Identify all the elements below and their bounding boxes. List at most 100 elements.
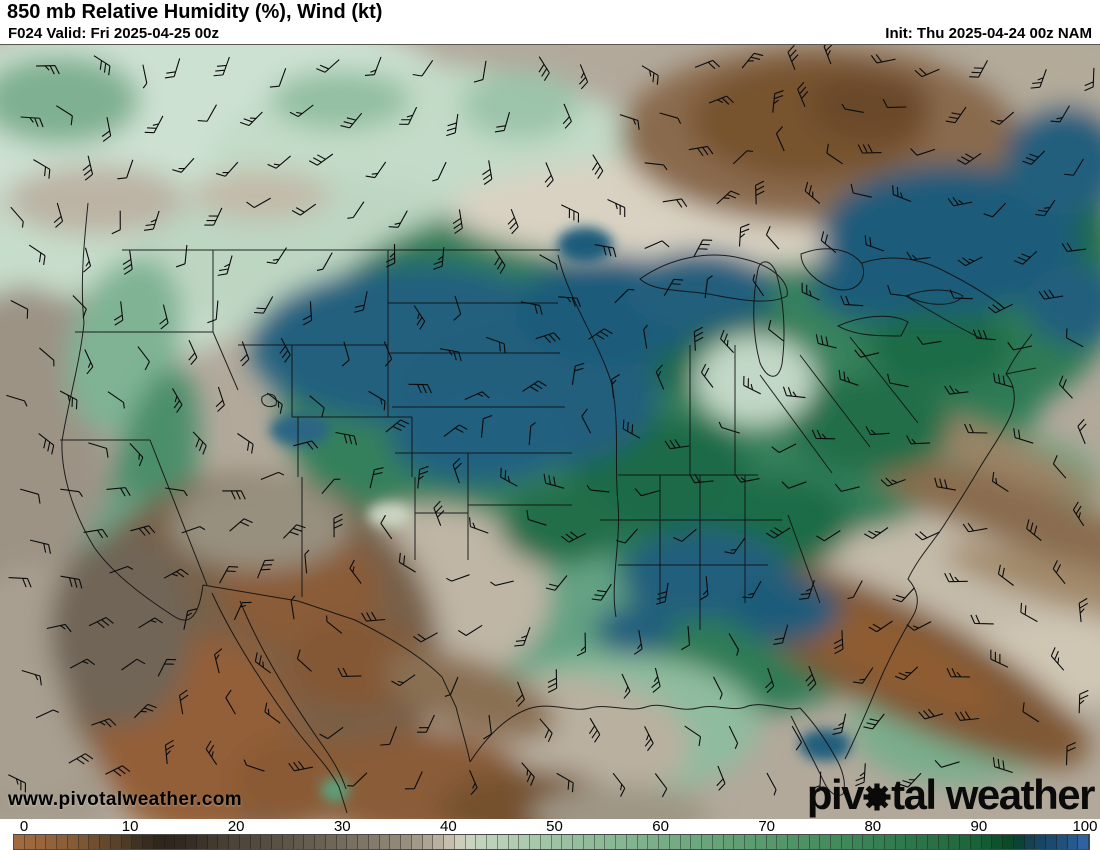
- colorbar-cell: [293, 835, 305, 849]
- colorbar-ticks: 0 10 20 30 40 50 60 70 80 90 100: [13, 818, 1098, 835]
- colorbar-cell: [648, 835, 659, 849]
- colorbar-cell: [970, 835, 982, 849]
- colorbar-cell: [143, 835, 154, 849]
- colorbar-cell: [1013, 835, 1025, 849]
- colorbar-cell: [1046, 835, 1057, 849]
- colorbar-cell: [186, 835, 197, 849]
- colorbar-cell: [917, 835, 928, 849]
- colorbar-cell: [1024, 835, 1036, 849]
- colorbar-cell: [239, 835, 251, 849]
- colorbar-cell: [315, 835, 326, 849]
- colorbar-cell: [46, 835, 57, 849]
- colorbar-cell: [411, 835, 423, 849]
- colorbar-cell: [110, 835, 122, 849]
- colorbar-cell: [551, 835, 563, 849]
- colorbar-cell: [669, 835, 681, 849]
- colorbar-cell: [938, 835, 950, 849]
- colorbar-cell: [67, 835, 79, 849]
- colorbar-cell: [487, 835, 498, 849]
- colorbar-cell: [540, 835, 552, 849]
- humidity-field-svg: [0, 45, 1100, 819]
- tick-label: 60: [652, 818, 669, 835]
- colorbar-legend: 0 10 20 30 40 50 60 70 80 90 100: [0, 818, 1100, 850]
- colorbar-cell: [1067, 835, 1079, 849]
- colorbar-cell: [594, 835, 606, 849]
- colorbar-cell: [895, 835, 907, 849]
- colorbar-cell: [347, 835, 358, 849]
- colorbar-cell: [325, 835, 337, 849]
- colorbar-cell: [1035, 835, 1046, 849]
- colorbar-cell: [626, 835, 638, 849]
- tick-label: 20: [227, 818, 245, 835]
- colorbar-cell: [831, 835, 842, 849]
- colorbar-cell: [358, 835, 369, 849]
- colorbar-cell: [465, 835, 477, 849]
- colorbar-cell: [766, 835, 778, 849]
- colorbar-cell: [562, 835, 573, 849]
- colorbar-cell: [196, 835, 208, 849]
- weather-map[interactable]: www.pivotalweather.com piv tal weather: [0, 44, 1100, 819]
- colorbar-cell: [874, 835, 885, 849]
- colorbar-cell: [24, 835, 36, 849]
- colorbar-cell: [906, 835, 917, 849]
- tick-label: 40: [440, 818, 457, 835]
- colorbar-cell: [164, 835, 176, 849]
- colorbar-cell: [175, 835, 186, 849]
- colorbar-cell: [401, 835, 412, 849]
- colorbar-cell: [734, 835, 745, 849]
- colorbar-cell: [379, 835, 391, 849]
- colorbar-cell: [777, 835, 788, 849]
- colorbar-cell: [745, 835, 756, 849]
- tick-label: 10: [121, 818, 139, 835]
- tick-label: 70: [758, 818, 776, 835]
- brand-logo: piv tal weather: [806, 771, 1096, 819]
- colorbar-cell: [121, 835, 133, 849]
- colorbar-cell: [218, 835, 229, 849]
- colorbar-cell: [884, 835, 896, 849]
- colorbar-cell: [14, 835, 25, 849]
- map-title: 850 mb Relative Humidity (%), Wind (kt): [7, 1, 383, 23]
- model-init-label: Init: Thu 2025-04-24 00z NAM: [885, 25, 1092, 42]
- tick-label: 100: [1072, 818, 1098, 835]
- colorbar-cell: [272, 835, 283, 849]
- colorbar-cell: [57, 835, 68, 849]
- colorbar-cell: [1078, 835, 1089, 849]
- colorbar-cell: [519, 835, 530, 849]
- colorbar-cell: [841, 835, 853, 849]
- colorbar-cell: [132, 835, 143, 849]
- colorbar-cell: [153, 835, 165, 849]
- colorbar-cell: [390, 835, 401, 849]
- colorbar-cell: [1003, 835, 1014, 849]
- tick-label: 50: [546, 818, 563, 835]
- colorbar-cell: [573, 835, 584, 849]
- colorbar-cell: [78, 835, 90, 849]
- colorbar-cell: [852, 835, 864, 849]
- colorbar-cell: [89, 835, 100, 849]
- logo-text-right: tal weather: [891, 771, 1095, 819]
- colorbar-cell: [583, 835, 595, 849]
- colorbar-cell: [1056, 835, 1068, 849]
- colorbar-cell: [336, 835, 348, 849]
- humidity-shading-layer: [0, 45, 1100, 819]
- colorbar-cell: [368, 835, 380, 849]
- watermark: www.pivotalweather.com: [8, 789, 243, 810]
- colorbar: [13, 834, 1090, 850]
- colorbar-cell: [981, 835, 993, 849]
- colorbar-cell: [960, 835, 971, 849]
- colorbar-cell: [723, 835, 735, 849]
- colorbar-cell: [927, 835, 939, 849]
- colorbar-cell: [659, 835, 670, 849]
- forecast-valid-label: F024 Valid: Fri 2025-04-25 00z: [8, 25, 219, 42]
- colorbar-cell: [616, 835, 627, 849]
- colorbar-cell: [992, 835, 1003, 849]
- colorbar-cell: [35, 835, 47, 849]
- colorbar-cell: [605, 835, 616, 849]
- colorbar-cell: [304, 835, 315, 849]
- colorbar-cell: [250, 835, 262, 849]
- colorbar-cell: [508, 835, 520, 849]
- colorbar-cell: [100, 835, 111, 849]
- colorbar-cell: [530, 835, 541, 849]
- logo-text-left: piv: [806, 771, 865, 819]
- tick-label: 90: [970, 818, 988, 835]
